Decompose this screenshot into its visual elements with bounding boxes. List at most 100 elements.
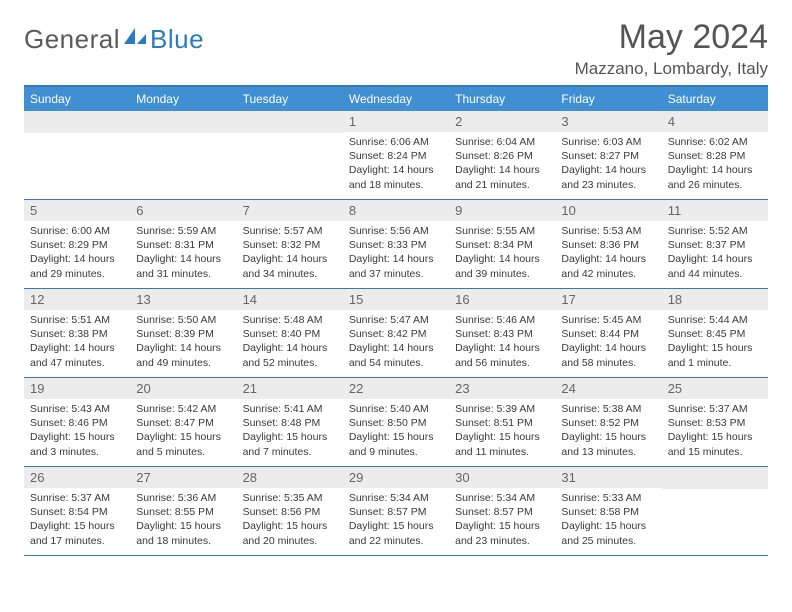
day-info: Sunrise: 6:06 AMSunset: 8:24 PMDaylight:… — [343, 132, 449, 198]
day-cell: 28Sunrise: 5:35 AMSunset: 8:56 PMDayligh… — [237, 467, 343, 555]
day-info: Sunrise: 5:39 AMSunset: 8:51 PMDaylight:… — [449, 399, 555, 465]
logo-text-general: General — [24, 24, 120, 55]
date-number — [662, 467, 768, 489]
day-cell: 31Sunrise: 5:33 AMSunset: 8:58 PMDayligh… — [555, 467, 661, 555]
date-number: 14 — [237, 289, 343, 310]
day-cell: 25Sunrise: 5:37 AMSunset: 8:53 PMDayligh… — [662, 378, 768, 466]
date-number: 13 — [130, 289, 236, 310]
date-number: 9 — [449, 200, 555, 221]
day-info: Sunrise: 5:48 AMSunset: 8:40 PMDaylight:… — [237, 310, 343, 376]
day-cell: 30Sunrise: 5:34 AMSunset: 8:57 PMDayligh… — [449, 467, 555, 555]
day-cell: 21Sunrise: 5:41 AMSunset: 8:48 PMDayligh… — [237, 378, 343, 466]
day-cell: 19Sunrise: 5:43 AMSunset: 8:46 PMDayligh… — [24, 378, 130, 466]
week-row: 5Sunrise: 6:00 AMSunset: 8:29 PMDaylight… — [24, 200, 768, 289]
day-cell — [237, 111, 343, 199]
weekday-label: Tuesday — [237, 87, 343, 111]
day-info: Sunrise: 5:37 AMSunset: 8:53 PMDaylight:… — [662, 399, 768, 465]
day-cell: 8Sunrise: 5:56 AMSunset: 8:33 PMDaylight… — [343, 200, 449, 288]
day-cell — [24, 111, 130, 199]
calendar-grid: 1Sunrise: 6:06 AMSunset: 8:24 PMDaylight… — [24, 111, 768, 556]
date-number: 30 — [449, 467, 555, 488]
date-number: 8 — [343, 200, 449, 221]
day-cell: 27Sunrise: 5:36 AMSunset: 8:55 PMDayligh… — [130, 467, 236, 555]
day-cell: 16Sunrise: 5:46 AMSunset: 8:43 PMDayligh… — [449, 289, 555, 377]
date-number: 31 — [555, 467, 661, 488]
date-number — [130, 111, 236, 133]
day-info: Sunrise: 5:37 AMSunset: 8:54 PMDaylight:… — [24, 488, 130, 554]
header: General Blue May 2024 Mazzano, Lombardy,… — [24, 18, 768, 79]
week-row: 19Sunrise: 5:43 AMSunset: 8:46 PMDayligh… — [24, 378, 768, 467]
week-row: 1Sunrise: 6:06 AMSunset: 8:24 PMDaylight… — [24, 111, 768, 200]
day-info: Sunrise: 6:03 AMSunset: 8:27 PMDaylight:… — [555, 132, 661, 198]
date-number: 7 — [237, 200, 343, 221]
weekday-label: Wednesday — [343, 87, 449, 111]
day-cell: 9Sunrise: 5:55 AMSunset: 8:34 PMDaylight… — [449, 200, 555, 288]
day-cell — [662, 467, 768, 555]
date-number: 18 — [662, 289, 768, 310]
day-cell: 6Sunrise: 5:59 AMSunset: 8:31 PMDaylight… — [130, 200, 236, 288]
day-info: Sunrise: 5:52 AMSunset: 8:37 PMDaylight:… — [662, 221, 768, 287]
day-info: Sunrise: 5:45 AMSunset: 8:44 PMDaylight:… — [555, 310, 661, 376]
day-cell: 24Sunrise: 5:38 AMSunset: 8:52 PMDayligh… — [555, 378, 661, 466]
day-cell — [130, 111, 236, 199]
date-number: 15 — [343, 289, 449, 310]
date-number: 29 — [343, 467, 449, 488]
day-info: Sunrise: 5:34 AMSunset: 8:57 PMDaylight:… — [343, 488, 449, 554]
weekday-header: SundayMondayTuesdayWednesdayThursdayFrid… — [24, 87, 768, 111]
date-number: 28 — [237, 467, 343, 488]
day-info: Sunrise: 5:55 AMSunset: 8:34 PMDaylight:… — [449, 221, 555, 287]
date-number — [24, 111, 130, 133]
date-number: 3 — [555, 111, 661, 132]
day-info: Sunrise: 5:44 AMSunset: 8:45 PMDaylight:… — [662, 310, 768, 376]
date-number: 5 — [24, 200, 130, 221]
day-info: Sunrise: 5:36 AMSunset: 8:55 PMDaylight:… — [130, 488, 236, 554]
day-cell: 11Sunrise: 5:52 AMSunset: 8:37 PMDayligh… — [662, 200, 768, 288]
week-row: 26Sunrise: 5:37 AMSunset: 8:54 PMDayligh… — [24, 467, 768, 556]
day-cell: 29Sunrise: 5:34 AMSunset: 8:57 PMDayligh… — [343, 467, 449, 555]
day-cell: 23Sunrise: 5:39 AMSunset: 8:51 PMDayligh… — [449, 378, 555, 466]
day-info: Sunrise: 6:02 AMSunset: 8:28 PMDaylight:… — [662, 132, 768, 198]
day-info: Sunrise: 5:53 AMSunset: 8:36 PMDaylight:… — [555, 221, 661, 287]
day-info: Sunrise: 5:56 AMSunset: 8:33 PMDaylight:… — [343, 221, 449, 287]
day-info: Sunrise: 5:47 AMSunset: 8:42 PMDaylight:… — [343, 310, 449, 376]
day-cell: 13Sunrise: 5:50 AMSunset: 8:39 PMDayligh… — [130, 289, 236, 377]
day-info: Sunrise: 5:33 AMSunset: 8:58 PMDaylight:… — [555, 488, 661, 554]
day-info: Sunrise: 6:00 AMSunset: 8:29 PMDaylight:… — [24, 221, 130, 287]
weekday-label: Saturday — [662, 87, 768, 111]
date-number: 2 — [449, 111, 555, 132]
day-info: Sunrise: 5:59 AMSunset: 8:31 PMDaylight:… — [130, 221, 236, 287]
weekday-label: Friday — [555, 87, 661, 111]
date-number: 21 — [237, 378, 343, 399]
day-cell: 10Sunrise: 5:53 AMSunset: 8:36 PMDayligh… — [555, 200, 661, 288]
date-number: 1 — [343, 111, 449, 132]
date-number: 25 — [662, 378, 768, 399]
day-cell: 1Sunrise: 6:06 AMSunset: 8:24 PMDaylight… — [343, 111, 449, 199]
day-info: Sunrise: 6:04 AMSunset: 8:26 PMDaylight:… — [449, 132, 555, 198]
date-number: 20 — [130, 378, 236, 399]
logo-text-blue: Blue — [150, 24, 204, 55]
day-cell: 17Sunrise: 5:45 AMSunset: 8:44 PMDayligh… — [555, 289, 661, 377]
day-info: Sunrise: 5:35 AMSunset: 8:56 PMDaylight:… — [237, 488, 343, 554]
day-cell: 18Sunrise: 5:44 AMSunset: 8:45 PMDayligh… — [662, 289, 768, 377]
day-info: Sunrise: 5:38 AMSunset: 8:52 PMDaylight:… — [555, 399, 661, 465]
day-info: Sunrise: 5:51 AMSunset: 8:38 PMDaylight:… — [24, 310, 130, 376]
date-number: 26 — [24, 467, 130, 488]
day-cell: 12Sunrise: 5:51 AMSunset: 8:38 PMDayligh… — [24, 289, 130, 377]
logo: General Blue — [24, 18, 204, 55]
date-number: 24 — [555, 378, 661, 399]
date-number: 17 — [555, 289, 661, 310]
day-info: Sunrise: 5:50 AMSunset: 8:39 PMDaylight:… — [130, 310, 236, 376]
date-number: 12 — [24, 289, 130, 310]
weekday-label: Thursday — [449, 87, 555, 111]
weekday-label: Sunday — [24, 87, 130, 111]
date-number — [237, 111, 343, 133]
date-number: 22 — [343, 378, 449, 399]
date-number: 27 — [130, 467, 236, 488]
title-block: May 2024 Mazzano, Lombardy, Italy — [575, 18, 768, 79]
day-info: Sunrise: 5:57 AMSunset: 8:32 PMDaylight:… — [237, 221, 343, 287]
day-info: Sunrise: 5:46 AMSunset: 8:43 PMDaylight:… — [449, 310, 555, 376]
weekday-label: Monday — [130, 87, 236, 111]
date-number: 6 — [130, 200, 236, 221]
day-cell: 26Sunrise: 5:37 AMSunset: 8:54 PMDayligh… — [24, 467, 130, 555]
location: Mazzano, Lombardy, Italy — [575, 59, 768, 79]
